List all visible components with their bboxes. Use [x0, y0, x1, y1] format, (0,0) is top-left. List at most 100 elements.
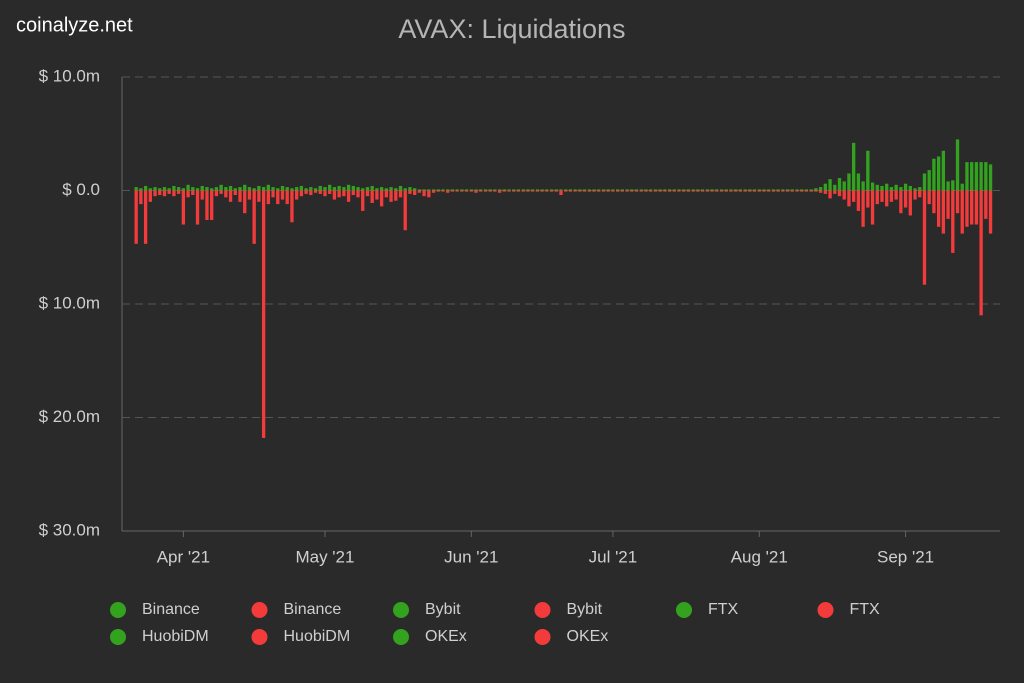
bar [549, 190, 554, 192]
legend-label[interactable]: OKEx [425, 628, 467, 645]
legend-label[interactable]: FTX [708, 601, 739, 618]
bar [866, 190, 870, 208]
legend-label[interactable]: OKEx [567, 628, 609, 645]
bar [295, 187, 299, 191]
bar [361, 188, 365, 191]
bar [804, 189, 809, 191]
bar [431, 189, 436, 191]
bar [441, 190, 445, 192]
bar [403, 188, 407, 191]
bar [861, 190, 865, 227]
bar [351, 185, 355, 191]
bar [247, 187, 252, 191]
bar [346, 184, 351, 191]
bar [535, 190, 540, 192]
bar [195, 190, 200, 225]
legend-label[interactable]: Binance [142, 601, 200, 618]
chart-title: AVAX: Liquidations [398, 14, 625, 44]
bar [970, 190, 974, 225]
bar [663, 190, 667, 192]
bar [228, 185, 233, 191]
bar [318, 185, 322, 191]
bar [620, 189, 625, 191]
bar [200, 190, 204, 200]
bar [545, 189, 549, 191]
bar [606, 189, 610, 191]
bar [715, 190, 719, 192]
bar [389, 190, 393, 202]
legend-label[interactable]: HuobiDM [142, 628, 209, 645]
watermark: coinalyze.net [16, 14, 133, 36]
bar [191, 187, 195, 191]
legend-label[interactable]: Binance [284, 601, 342, 618]
legend-label[interactable]: FTX [850, 601, 881, 618]
bar [446, 190, 450, 193]
bar [936, 190, 941, 227]
bar [686, 189, 691, 191]
bar [375, 190, 379, 200]
bar [460, 189, 464, 191]
bar [153, 187, 157, 191]
bar [927, 170, 931, 191]
bar [606, 190, 610, 192]
bar [271, 190, 275, 198]
bar [379, 187, 384, 191]
bar [488, 189, 492, 191]
bar [842, 190, 846, 200]
bar [748, 189, 752, 191]
bar [903, 190, 908, 208]
bar [427, 190, 431, 198]
bar [894, 190, 898, 200]
bar [620, 190, 625, 192]
bar [276, 188, 280, 191]
legend-label[interactable]: Bybit [425, 601, 461, 618]
bar [502, 190, 507, 192]
bar [663, 189, 667, 191]
bar [280, 185, 285, 191]
bar [852, 142, 856, 191]
bar [285, 187, 289, 191]
bar [441, 189, 445, 191]
bar [205, 187, 209, 191]
bar [507, 190, 511, 192]
bar [852, 190, 856, 202]
bar [951, 180, 955, 191]
bar [521, 190, 525, 192]
bar [158, 188, 162, 191]
bar [408, 190, 412, 194]
legend-label[interactable]: HuobiDM [284, 628, 351, 645]
bar [611, 190, 615, 192]
bar [436, 189, 440, 191]
bar [965, 162, 969, 191]
bar [224, 190, 228, 198]
x-tick-label: Apr '21 [157, 547, 210, 566]
bar [734, 190, 738, 192]
bar [932, 158, 936, 191]
bar [153, 190, 157, 197]
bar [696, 189, 700, 191]
bar [271, 187, 275, 191]
bar [521, 189, 525, 191]
bar [233, 188, 237, 191]
bar [960, 183, 964, 191]
bar [191, 190, 195, 196]
bar [398, 190, 403, 198]
bar [776, 189, 780, 191]
legend-label[interactable]: Bybit [567, 601, 603, 618]
bar [922, 190, 927, 285]
bar [479, 190, 483, 192]
bar [861, 181, 865, 191]
bar [870, 190, 875, 225]
bar [384, 188, 388, 191]
bar [615, 190, 620, 192]
bar [667, 190, 672, 192]
bar [752, 189, 757, 191]
legend-marker [393, 629, 409, 645]
bar [186, 190, 190, 198]
bar [247, 190, 252, 200]
bar [984, 162, 988, 191]
bar [691, 189, 695, 191]
legend-marker [251, 629, 268, 645]
